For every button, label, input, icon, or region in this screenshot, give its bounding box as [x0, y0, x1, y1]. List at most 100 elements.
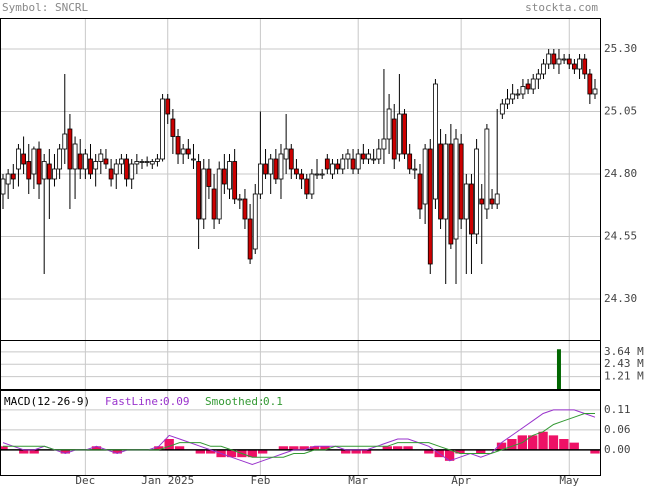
macd-bar [351, 449, 361, 454]
x-tick-label: Jan 2025 [141, 474, 194, 486]
macd-bar [569, 442, 579, 450]
y-tick-label: 24.80 [604, 167, 637, 180]
macd-bar [278, 446, 289, 450]
candle-body [474, 148, 480, 235]
candle-body [360, 153, 366, 160]
candle-body [36, 148, 42, 185]
legend-label: FastLine: [105, 395, 165, 408]
y-tick-label: 0.11 [604, 403, 631, 416]
legend-value: 0.1 [263, 395, 283, 408]
candle-body [273, 158, 279, 180]
candle-body [489, 198, 495, 205]
macd-bar [309, 446, 320, 450]
x-tick-label: Dec [75, 474, 95, 486]
candle-body [530, 78, 536, 90]
candle-body [505, 98, 510, 105]
candle-body [129, 163, 135, 180]
candle-body [247, 218, 253, 260]
candle-body [417, 173, 423, 210]
x-tick-label: Mar [348, 474, 368, 486]
candle-body [566, 58, 572, 65]
macd-bar [455, 449, 465, 454]
candle-body [278, 153, 284, 180]
macd-title: MACD(12-26-9) [4, 395, 90, 408]
candle-body [139, 161, 145, 163]
candle-body [551, 53, 557, 65]
y-tick-label: 25.30 [604, 42, 637, 55]
candle-body [155, 158, 160, 162]
candle-body [396, 113, 402, 155]
candle-body [371, 158, 377, 161]
macd-bar [226, 449, 237, 458]
macd-bar [320, 446, 330, 450]
candle-body [386, 108, 392, 140]
candle-body [469, 183, 474, 235]
x-tick-label: Feb [250, 474, 270, 486]
macd-bar [247, 449, 257, 458]
candle-body [525, 83, 531, 90]
candle-body [391, 118, 397, 160]
candle-body [402, 113, 407, 155]
candle-body [26, 161, 32, 180]
candle-body [319, 173, 325, 176]
macd-line [2, 409, 596, 466]
candle-body [257, 163, 263, 195]
y-tick-label: 1.21 M [604, 370, 644, 383]
macd-bar [559, 439, 569, 450]
macd-bar [60, 449, 70, 454]
y-tick-label: 24.30 [604, 292, 637, 305]
candle-body [427, 148, 433, 265]
macd-bar [476, 449, 486, 454]
candle-body [62, 133, 68, 150]
candle-body [103, 158, 109, 165]
candle-body [556, 58, 562, 65]
candle-body [294, 168, 299, 175]
candle-body [10, 173, 16, 180]
y-tick-label: 2.43 M [604, 357, 644, 370]
candle-body [499, 103, 505, 115]
y-tick-label: 25.05 [604, 105, 637, 118]
candle-body [366, 153, 371, 160]
macd-line [3, 413, 595, 458]
candle-body [113, 163, 119, 175]
candle-body [180, 148, 186, 155]
macd-bar [392, 446, 403, 450]
candle-body [355, 153, 361, 170]
candle-body [242, 198, 248, 220]
candle-body [16, 148, 21, 170]
candle-body [577, 58, 582, 70]
candle-body [582, 58, 588, 75]
candle-body [227, 161, 232, 190]
candle-body [463, 183, 469, 220]
candle-body [520, 86, 526, 95]
candle-body [46, 163, 52, 180]
x-tick-label: May [559, 474, 579, 486]
candle-body [268, 158, 274, 175]
candle-body [376, 148, 382, 160]
candle-body [345, 153, 351, 160]
candle-body [5, 173, 11, 185]
candle-body [165, 98, 171, 115]
macd-bar [29, 449, 39, 454]
candle-body [350, 158, 356, 170]
macd-bar [528, 435, 538, 450]
candle-body [57, 148, 63, 170]
candle-body [185, 148, 191, 155]
candle-body [510, 93, 516, 100]
candle-body [144, 161, 150, 163]
candle-body [196, 161, 202, 220]
legend-value: 0.09 [163, 395, 190, 408]
candle-body [433, 83, 438, 200]
macd-bar [299, 446, 309, 450]
macd-bar [538, 431, 548, 450]
candle-body [422, 148, 428, 205]
candle-body [407, 153, 413, 170]
price-frame [0, 18, 601, 341]
candle-body [134, 161, 140, 165]
candle-body [330, 163, 335, 175]
macd-bar [341, 449, 351, 454]
macd-bar [496, 442, 507, 450]
candle-body [237, 198, 243, 201]
candle-body [453, 138, 459, 240]
volume-frame [0, 340, 601, 390]
